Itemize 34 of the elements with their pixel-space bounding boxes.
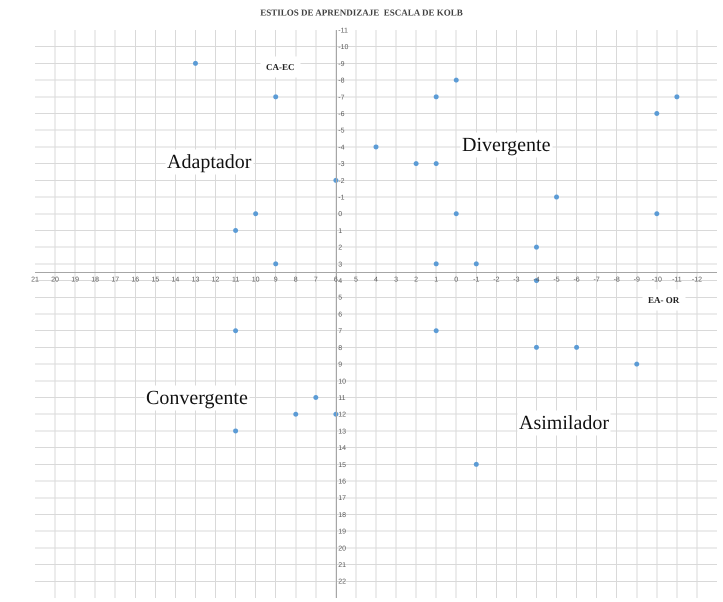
point xyxy=(654,111,660,116)
y-axis-title: CA-EC xyxy=(266,62,294,72)
annotation: Convergente xyxy=(146,387,248,409)
point xyxy=(374,144,378,150)
x-axis-title: EA- OR xyxy=(648,295,680,305)
point xyxy=(574,344,580,350)
point xyxy=(434,161,439,166)
point xyxy=(534,244,539,250)
point xyxy=(434,328,439,334)
point xyxy=(454,78,459,83)
point xyxy=(474,261,479,266)
point xyxy=(253,211,258,216)
chart-title: ESTILOS DE APRENDIZAJE ESCALA DE KOLB xyxy=(260,7,463,18)
point xyxy=(554,194,560,200)
point xyxy=(233,328,238,334)
point xyxy=(434,261,439,266)
annotation: Asimilador xyxy=(519,412,610,434)
point xyxy=(674,94,680,100)
point xyxy=(273,94,278,100)
point xyxy=(273,261,278,266)
point xyxy=(454,211,459,216)
annotation: Divergente xyxy=(462,134,551,156)
point xyxy=(474,462,479,467)
point xyxy=(233,228,238,233)
point xyxy=(634,362,640,367)
annotation: Adaptador xyxy=(167,151,252,173)
point xyxy=(233,428,238,434)
point xyxy=(414,161,419,166)
point xyxy=(654,211,660,216)
point xyxy=(293,412,298,417)
point xyxy=(313,395,318,400)
point xyxy=(192,60,198,66)
point xyxy=(534,344,539,350)
point xyxy=(434,94,439,100)
